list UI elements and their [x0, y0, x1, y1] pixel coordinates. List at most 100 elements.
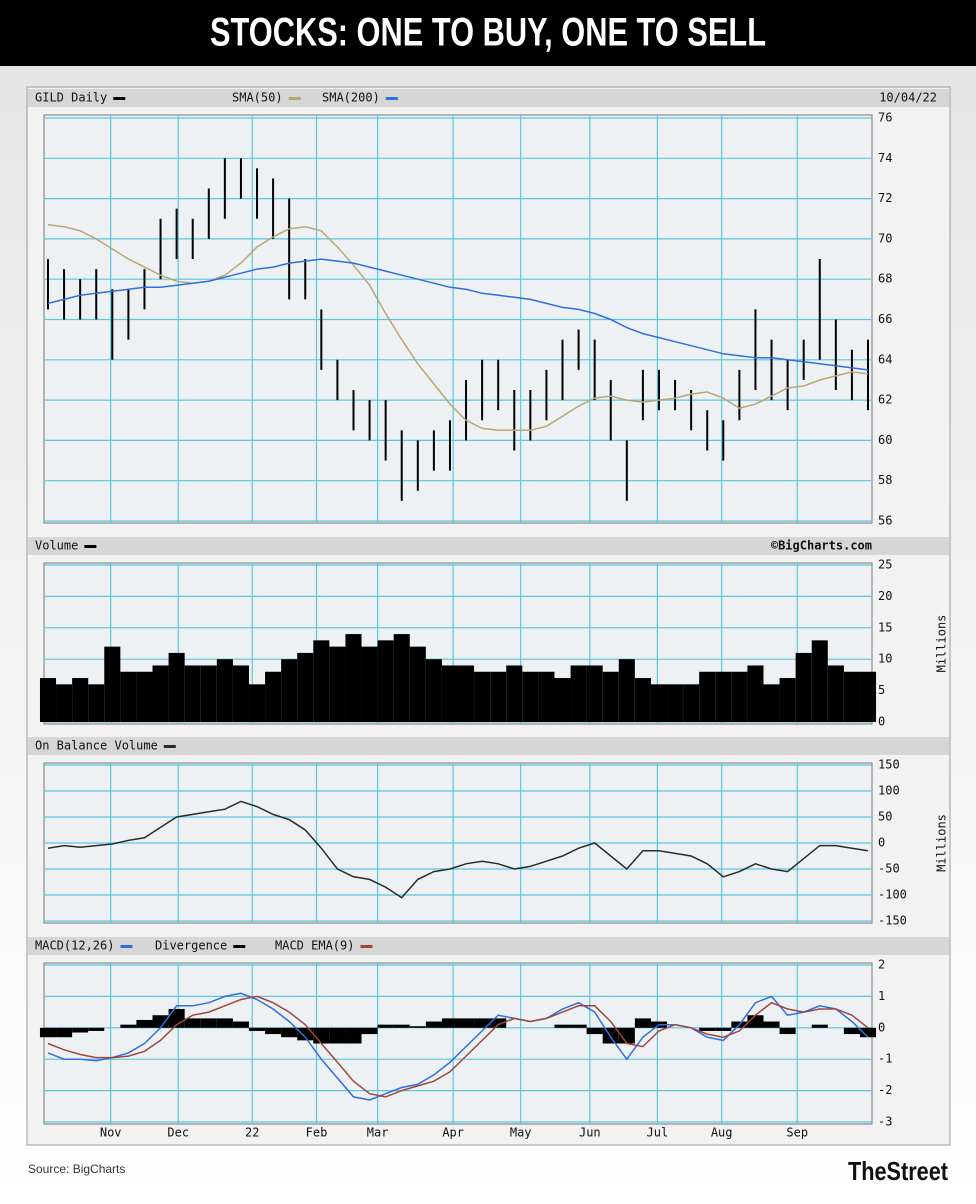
panel-header — [28, 737, 949, 755]
bar — [329, 646, 346, 722]
legend-swatch — [113, 97, 126, 100]
y-tick-label: 64 — [878, 352, 892, 366]
bar — [763, 1021, 780, 1028]
brand: TheStreet — [848, 1156, 948, 1186]
y-axis-label: Millions — [935, 615, 949, 673]
bar — [216, 659, 233, 722]
bar — [232, 1021, 249, 1028]
y-tick-label: 56 — [878, 514, 892, 528]
bar — [297, 652, 314, 722]
bar — [763, 684, 780, 722]
legend-label: SMA(200) — [322, 91, 380, 105]
line — [47, 992, 869, 1101]
bar — [570, 1024, 587, 1028]
bar — [136, 1019, 153, 1028]
x-tick-label: Sep — [786, 1126, 808, 1140]
bar — [699, 1027, 716, 1031]
line — [47, 224, 869, 432]
y-tick-label: -3 — [878, 1115, 892, 1129]
bar — [538, 671, 555, 722]
bar — [650, 684, 668, 722]
bar — [120, 671, 137, 722]
y-tick-label: 74 — [878, 151, 892, 165]
bar — [458, 665, 475, 722]
bar — [731, 671, 748, 722]
bar — [329, 1027, 346, 1044]
bar — [618, 659, 635, 722]
x-tick-label: Feb — [306, 1126, 328, 1140]
bar — [377, 640, 394, 722]
bar — [216, 1018, 233, 1028]
legend-swatch — [163, 745, 176, 748]
y-tick-label: 150 — [878, 758, 900, 772]
page-title: STOCKS: ONE TO BUY, ONE TO SELL — [210, 11, 766, 55]
line — [47, 995, 869, 1098]
bar — [393, 634, 410, 722]
x-tick-label: Aug — [711, 1126, 733, 1140]
y-tick-label: 20 — [878, 589, 892, 603]
bar — [393, 1024, 410, 1028]
bar — [779, 678, 796, 722]
legend-label: MACD(12,26) — [35, 939, 114, 953]
bar — [72, 678, 89, 722]
plot-area — [43, 962, 873, 1125]
bar — [506, 665, 523, 722]
bar — [554, 1024, 571, 1028]
y-tick-label: -2 — [878, 1083, 892, 1097]
bar — [795, 652, 812, 722]
bar — [88, 684, 105, 722]
bar — [458, 1018, 475, 1028]
bar — [522, 671, 539, 722]
x-tick-label: Nov — [100, 1126, 122, 1140]
bar — [56, 1027, 73, 1038]
y-tick-label: 50 — [878, 810, 892, 824]
bar — [859, 1027, 877, 1038]
bar — [345, 1027, 362, 1044]
bar — [779, 1027, 796, 1035]
y-tick-label: 76 — [878, 111, 892, 125]
bar — [554, 678, 571, 722]
credit: ©BigCharts.com — [771, 539, 872, 553]
bar — [747, 665, 764, 722]
panel-header — [28, 89, 949, 107]
panel-header — [28, 937, 949, 955]
bar — [715, 1027, 732, 1031]
y-tick-label: 0 — [878, 715, 885, 729]
bar — [281, 1027, 298, 1038]
bar — [474, 1018, 491, 1028]
bar — [409, 646, 426, 722]
y-axis-label: Millions — [935, 814, 949, 872]
bar — [232, 665, 249, 722]
bar — [200, 1018, 217, 1028]
bar — [634, 1018, 651, 1028]
bar — [441, 1018, 458, 1028]
legend-swatch — [360, 945, 373, 948]
y-tick-label: 100 — [878, 784, 900, 798]
bar — [88, 1027, 105, 1031]
y-tick-label: -150 — [878, 914, 907, 928]
x-tick-label: Jul — [647, 1126, 669, 1140]
x-tick-label: Apr — [442, 1126, 464, 1140]
bar — [570, 665, 587, 722]
y-tick-label: 0 — [878, 836, 885, 850]
bar — [683, 684, 700, 722]
bar — [313, 640, 330, 722]
bar — [425, 1021, 442, 1028]
bar — [827, 665, 844, 722]
bar — [490, 1018, 507, 1028]
bar — [39, 678, 57, 722]
y-tick-label: -50 — [878, 862, 900, 876]
y-tick-label: 66 — [878, 312, 892, 326]
charts: 56 58 60 62 64 66 68 70 72 74 76 GILD Daily SMA(50) S… — [28, 89, 949, 1140]
bar — [699, 671, 716, 722]
x-tick-label: Jun — [579, 1126, 601, 1140]
y-tick-label: 15 — [878, 620, 892, 634]
bar — [184, 665, 201, 722]
bar — [586, 665, 603, 722]
bar — [441, 665, 458, 722]
y-tick-label: 5 — [878, 683, 885, 697]
bar — [618, 1027, 635, 1044]
y-tick-label: 58 — [878, 473, 892, 487]
bar — [715, 671, 732, 722]
